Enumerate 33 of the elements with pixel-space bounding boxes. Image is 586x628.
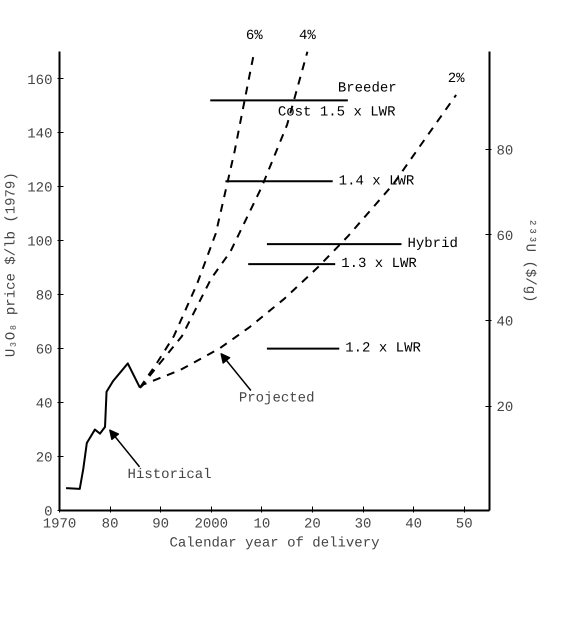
x-tick-label: 80 bbox=[102, 516, 118, 532]
series-label: 2% bbox=[448, 70, 466, 87]
y-tick-label: 20 bbox=[36, 450, 53, 467]
x-tick-label: 30 bbox=[354, 516, 372, 532]
y2-tick-label: 80 bbox=[496, 143, 514, 160]
x-tick-label: 90 bbox=[152, 516, 170, 532]
y2-axis-title: ²³³U ($/g) bbox=[521, 218, 538, 303]
y-tick-label: 160 bbox=[27, 72, 53, 89]
y-tick-label: 100 bbox=[27, 234, 53, 251]
x-tick-label: 1970 bbox=[42, 516, 76, 532]
series-label: 1.2 x LWR bbox=[345, 340, 422, 357]
y-tick-label: 120 bbox=[27, 180, 53, 197]
y-tick-label: 40 bbox=[36, 396, 53, 413]
x-tick-label: 20 bbox=[304, 516, 321, 532]
y-tick-label: 140 bbox=[27, 126, 53, 143]
x-axis-title: Calendar year of delivery bbox=[169, 536, 380, 552]
x-tick-label: 50 bbox=[456, 516, 473, 532]
annotation: Projected bbox=[238, 390, 314, 406]
x-tick-label: 40 bbox=[405, 516, 422, 532]
y-axis-title: U₃O₈ price $/lb (1979) bbox=[3, 172, 20, 358]
annotation: Historical bbox=[128, 466, 212, 483]
y-tick-label: 80 bbox=[36, 288, 53, 305]
y2-tick-label: 40 bbox=[496, 314, 514, 331]
y2-tick-label: 60 bbox=[496, 228, 514, 245]
series-label: 1.3 x LWR bbox=[341, 256, 418, 272]
y2-tick-label: 20 bbox=[496, 400, 514, 416]
x-tick-label: 10 bbox=[253, 516, 270, 532]
series-label: 4% bbox=[298, 28, 316, 44]
legend-label: Hybrid bbox=[407, 236, 458, 252]
x-tick-label: 2000 bbox=[194, 516, 228, 532]
y-tick-label: 60 bbox=[36, 342, 53, 359]
series-label: Breeder Cost 1.5 x LWR bbox=[278, 80, 397, 120]
series-label: 6% bbox=[246, 28, 264, 44]
